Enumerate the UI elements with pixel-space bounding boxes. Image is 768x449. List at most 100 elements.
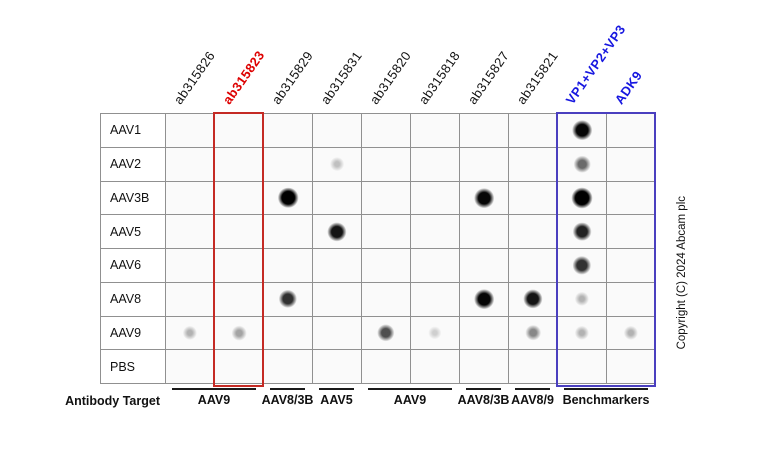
blot-cell (362, 114, 411, 148)
blot-cell (215, 147, 264, 182)
blot-cell (509, 249, 558, 283)
blot-dot (428, 326, 442, 340)
blot-cell (460, 316, 509, 351)
blot-cell (264, 215, 313, 249)
row-label-AAV1: AAV1 (101, 114, 166, 148)
blot-dot (623, 325, 639, 340)
blot-cell (460, 181, 509, 216)
blot-cell (607, 282, 656, 317)
blot-cell (460, 147, 509, 182)
blot-cell (509, 282, 558, 317)
target-group-label-AAV8/3B: AAV8/3B (261, 393, 314, 407)
blot-cell (411, 215, 460, 249)
blot-dot (572, 222, 592, 241)
blot-dot (571, 187, 593, 209)
blot-dot (573, 155, 591, 173)
blot-cell (509, 114, 558, 148)
blot-cell (411, 114, 460, 148)
blot-cell (166, 249, 215, 283)
blot-cell (215, 114, 264, 148)
blot-cell (607, 147, 656, 182)
blot-cell (215, 350, 264, 384)
row-label-PBS: PBS (101, 350, 166, 384)
row-label-AAV6: AAV6 (101, 249, 166, 283)
blot-cell (558, 249, 607, 283)
blot-dot (525, 325, 541, 341)
blot-cell (313, 215, 362, 249)
blot-cell (509, 350, 558, 384)
target-group-line (515, 388, 550, 390)
target-group-label-AAV8/3B: AAV8/3B (457, 393, 510, 407)
antibody-target-label: Antibody Target (65, 394, 160, 408)
blot-cell (509, 147, 558, 182)
row-label-AAV8: AAV8 (101, 282, 166, 317)
target-group-line (466, 388, 501, 390)
blot-cell (607, 350, 656, 384)
blot-cell (215, 215, 264, 249)
blot-dot (572, 120, 592, 141)
blot-cell (558, 181, 607, 216)
blot-cell (166, 282, 215, 317)
blot-cell (558, 147, 607, 182)
blot-cell (411, 249, 460, 283)
blot-cell (264, 181, 313, 216)
blot-dot (474, 188, 494, 208)
blot-dot (574, 325, 590, 340)
blot-cell (411, 181, 460, 216)
target-group-label-AAV8/9: AAV8/9 (511, 393, 554, 407)
blot-cell (313, 282, 362, 317)
blot-cell (411, 282, 460, 317)
blot-cell (215, 249, 264, 283)
column-header-ab315823: ab315823 (219, 47, 267, 107)
blot-cell (362, 181, 411, 216)
blot-dot (377, 324, 395, 342)
blot-grid-table: AAV1 AAV2 AAV3B AAV5 AAV6 AAV8 AAV9 PBS (100, 113, 656, 384)
blot-cell (411, 316, 460, 351)
blot-dot (327, 222, 347, 242)
blot-cell (313, 249, 362, 283)
blot-cell (607, 181, 656, 216)
column-header-ADK9: ADK9 (611, 68, 645, 107)
column-header-ab315820: ab315820 (366, 48, 414, 107)
blot-cell (313, 147, 362, 182)
blot-cell (166, 181, 215, 216)
blot-dot (572, 256, 592, 275)
blot-cell (607, 249, 656, 283)
row-label-AAV5: AAV5 (101, 215, 166, 249)
target-group-label-Benchmarkers: Benchmarkers (562, 393, 650, 407)
blot-dot (278, 289, 298, 309)
row-label-AAV3B: AAV3B (101, 181, 166, 216)
target-group-label-AAV9: AAV9 (197, 393, 231, 407)
blot-cell (558, 350, 607, 384)
blot-dot (474, 289, 494, 309)
blot-cell (460, 282, 509, 317)
blot-cell (509, 181, 558, 216)
target-group-line (270, 388, 305, 390)
blot-cell (362, 316, 411, 351)
blot-cell (362, 215, 411, 249)
blot-cell (264, 316, 313, 351)
blot-cell (558, 215, 607, 249)
blot-cell (362, 350, 411, 384)
blot-cell (215, 181, 264, 216)
blot-cell (460, 215, 509, 249)
target-group-label-AAV9: AAV9 (393, 393, 427, 407)
copyright-text: Copyright (C) 2024 Abcam plc (676, 196, 688, 350)
blot-cell (607, 215, 656, 249)
blot-cell (166, 316, 215, 351)
row-label-AAV9: AAV9 (101, 316, 166, 351)
blot-cell (558, 114, 607, 148)
column-header-ab315829: ab315829 (268, 48, 316, 107)
blot-cell (362, 147, 411, 182)
blot-dot (574, 292, 590, 307)
target-group-line (172, 388, 256, 390)
blot-dot (330, 157, 344, 172)
blot-cell (607, 114, 656, 148)
blot-dot (277, 187, 299, 209)
blot-cell (558, 316, 607, 351)
blot-cell (313, 181, 362, 216)
blot-dot (231, 325, 247, 341)
blot-cell (509, 316, 558, 351)
column-header-ab315831: ab315831 (317, 48, 365, 107)
